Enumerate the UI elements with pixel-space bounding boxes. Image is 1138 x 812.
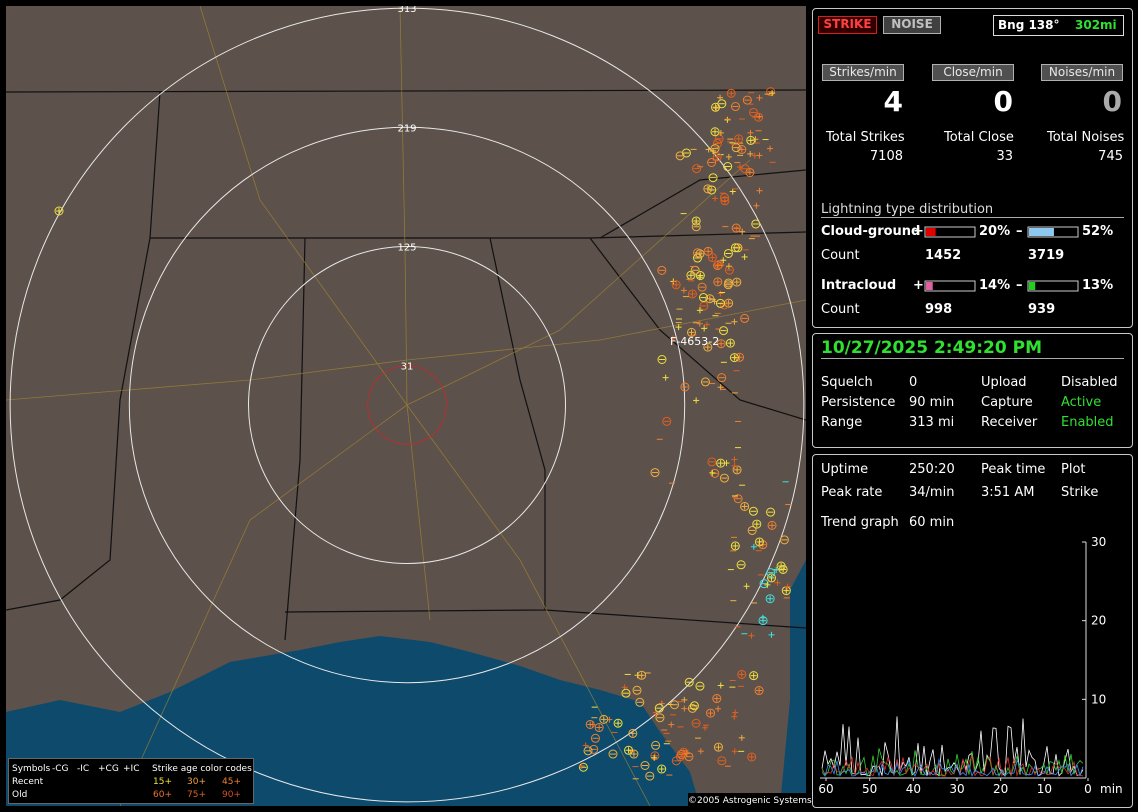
sign: – [1016,224,1023,240]
stats-cell: Uptime [821,462,868,478]
status-cell: Receiver [981,415,1037,431]
ring-label: 125 [397,243,416,254]
ring-label: 31 [401,362,414,373]
sign: + [913,278,924,294]
map: 313 219 125 31 [6,4,806,806]
count-label: Count [821,302,860,318]
ring-label: 313 [397,4,416,15]
trend-label: Trend graph [821,515,899,531]
rate-label: Noises/min [1041,64,1123,81]
legend-age: 75+ [187,787,206,803]
legend-column: +IC [123,761,139,777]
rate-value: 4 [822,86,903,118]
count-value: 998 [925,302,952,318]
rate-label: Close/min [932,64,1014,81]
copyright: ©2005 Astrogenic Systems [688,793,812,809]
total-label: Total Strikes [826,130,905,146]
percent-label: 13% [1082,278,1113,294]
legend-column: -CG [52,761,69,777]
status-cell: Persistence [821,395,895,411]
count-value: 3719 [1028,248,1064,264]
stats-panel [812,454,1133,808]
percent-label: 14% [979,278,1010,294]
legend-row-name: Old [12,787,27,803]
trend-window: 60 min [909,515,954,531]
stats-cell: 34/min [909,485,954,501]
count-label: Count [821,248,860,264]
status-cell: Squelch [821,375,873,391]
strike-button[interactable]: STRIKE [818,16,877,34]
stats-cell: 3:51 AM [981,485,1034,501]
ring-label: 219 [397,123,416,134]
divider [821,217,1124,218]
legend-column: +CG [98,761,119,777]
legend-column: -IC [77,761,89,777]
total-value: 745 [1041,149,1123,165]
bearing: Bng 138° [998,17,1060,33]
status-cell: Upload [981,375,1027,391]
percent-label: 52% [1082,224,1113,240]
stats-cell: Strike [1061,485,1098,501]
status-cell: Active [1061,395,1101,411]
station-label: F-4653-2 [670,334,719,350]
distribution-name: Intracloud [821,278,896,294]
distribution-title: Lightning type distribution [821,202,993,218]
sign: – [1016,278,1023,294]
status-cell: Enabled [1061,415,1114,431]
total-value: 7108 [822,149,903,165]
stats-cell: Peak time [981,462,1045,478]
count-value: 939 [1028,302,1055,318]
total-label: Total Noises [1047,130,1124,146]
rate-label: Strikes/min [822,64,904,81]
total-value: 33 [932,149,1013,165]
stats-cell: Peak rate [821,485,882,501]
status-cell: 0 [909,375,917,391]
sign: + [913,224,924,240]
stats-cell: Plot [1061,462,1086,478]
datetime: 10/27/2025 2:49:20 PM [821,338,1042,358]
legend-age: 60+ [153,787,172,803]
count-value: 1452 [925,248,961,264]
status-cell: Disabled [1061,375,1117,391]
rate-value: 0 [1041,86,1122,118]
status-cell: Range [821,415,862,431]
distribution-name: Cloud-ground [821,224,920,240]
total-label: Total Close [944,130,1014,146]
divider [821,358,1124,359]
distance: 302mi [1075,17,1117,33]
status-cell: 313 mi [909,415,954,431]
legend-age: 90+ [222,787,241,803]
stats-cell: 250:20 [909,462,955,478]
percent-label: 20% [979,224,1010,240]
rate-value: 0 [932,86,1013,118]
status-cell: 90 min [909,395,954,411]
noise-button[interactable]: NOISE [883,16,941,34]
status-cell: Capture [981,395,1033,411]
